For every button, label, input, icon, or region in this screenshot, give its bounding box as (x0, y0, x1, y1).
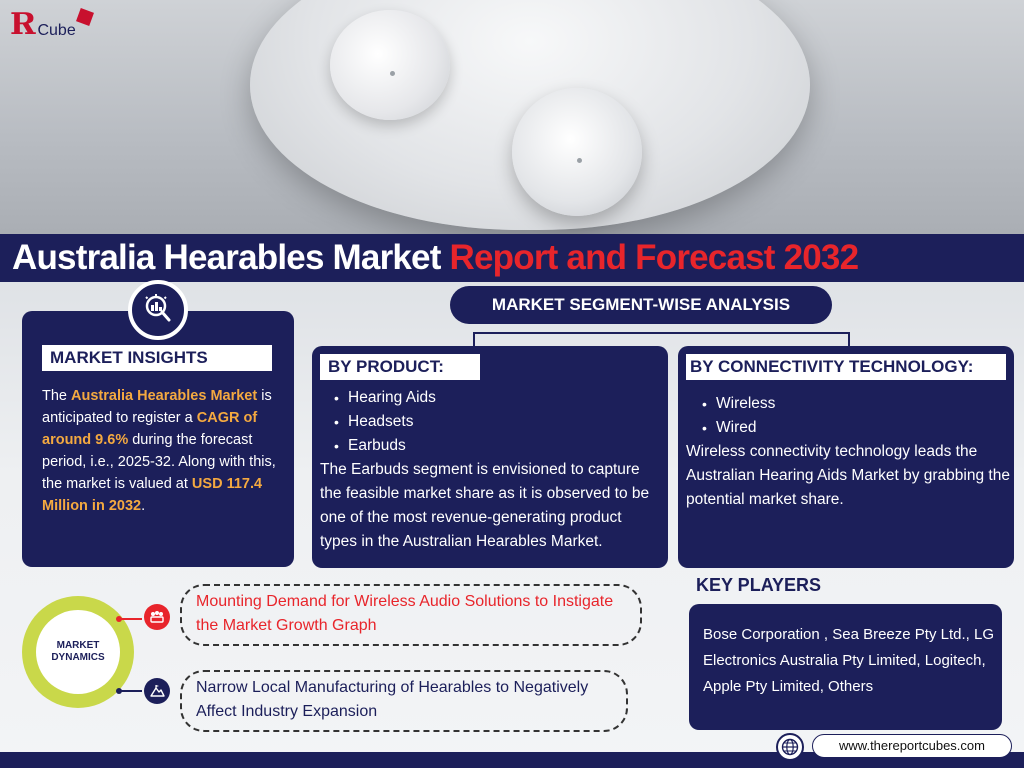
product-list: Hearing Aids Headsets Earbuds (332, 386, 436, 458)
list-item: Headsets (332, 410, 436, 434)
list-item: Wired (700, 416, 775, 440)
insights-text-1: The (42, 388, 72, 404)
insights-chart-icon (128, 280, 188, 340)
insights-text-4: . (141, 498, 146, 514)
connector-line (473, 332, 475, 346)
cube-icon (75, 8, 94, 26)
list-item: Hearing Aids (332, 386, 436, 410)
growth-people-icon (144, 604, 170, 630)
by-connectivity-card: BY CONNECTIVITY TECHNOLOGY: Wireless Wir… (678, 346, 1014, 568)
connectivity-description: Wireless connectivity technology leads t… (686, 443, 1010, 508)
globe-icon (776, 733, 804, 761)
segment-analysis-header: MARKET SEGMENT-WISE ANALYSIS (450, 286, 832, 324)
logo-text: Cube (37, 22, 76, 39)
list-item: Wireless (700, 392, 775, 416)
website-link[interactable]: www.thereportcubes.com (812, 734, 1012, 758)
title-accent: Report and Forecast 2032 (449, 238, 860, 277)
connector-line (473, 332, 849, 334)
by-product-label: BY PRODUCT: (320, 354, 480, 380)
market-driver: Mounting Demand for Wireless Audio Solut… (180, 584, 642, 646)
product-description: The Earbuds segment is envisioned to cap… (320, 461, 650, 550)
key-players-title: KEY PLAYERS (696, 575, 822, 595)
connector-line (848, 332, 850, 346)
earbud-left (330, 10, 450, 120)
title-main: Australia Hearables Market (12, 238, 441, 277)
market-dynamics-badge: MARKET DYNAMICS (22, 596, 134, 708)
list-item: Earbuds (332, 434, 436, 458)
by-connectivity-label: BY CONNECTIVITY TECHNOLOGY: (686, 354, 1006, 380)
dynamics-label-2: DYNAMICS (51, 652, 105, 663)
connector-line (120, 618, 142, 620)
insights-text-2: is anticipated to register a (42, 388, 272, 426)
page-title: Australia Hearables Market Report and Fo… (12, 238, 860, 278)
market-insights-label: MARKET INSIGHTS (42, 345, 272, 371)
insights-highlight-cagr: CAGR of around 9.6% (42, 410, 258, 448)
footer-bar (0, 752, 1024, 768)
market-insights-card: MARKET INSIGHTS The Australia Hearables … (22, 311, 294, 567)
connector-dot (116, 688, 122, 694)
connector-dot (116, 616, 122, 622)
brand-logo[interactable]: Я Cube (10, 7, 94, 42)
logo-letter: Я (10, 7, 37, 42)
insights-highlight-market: Australia Hearables Market (71, 388, 258, 404)
connector-line (120, 690, 142, 692)
earbud-right (512, 88, 642, 216)
insights-text-3: during the forecast period, i.e., 2025-3… (42, 432, 276, 492)
connectivity-list: Wireless Wired (700, 392, 775, 440)
market-challenge: Narrow Local Manufacturing of Hearables … (180, 670, 628, 732)
key-players-card: Bose Corporation , Sea Breeze Pty Ltd., … (689, 604, 1002, 730)
title-band: Australia Hearables Market Report and Fo… (0, 234, 1024, 282)
hero-image: Я Cube (0, 0, 1024, 240)
by-product-card: BY PRODUCT: Hearing Aids Headsets Earbud… (312, 346, 668, 568)
mountain-challenge-icon (144, 678, 170, 704)
key-players-text: Bose Corporation , Sea Breeze Pty Ltd., … (703, 626, 994, 695)
dynamics-label-1: MARKET (56, 640, 100, 651)
insights-highlight-value: USD 117.4 Million in 2032 (42, 476, 263, 514)
market-insights-text: The Australia Hearables Market is antici… (42, 385, 282, 517)
